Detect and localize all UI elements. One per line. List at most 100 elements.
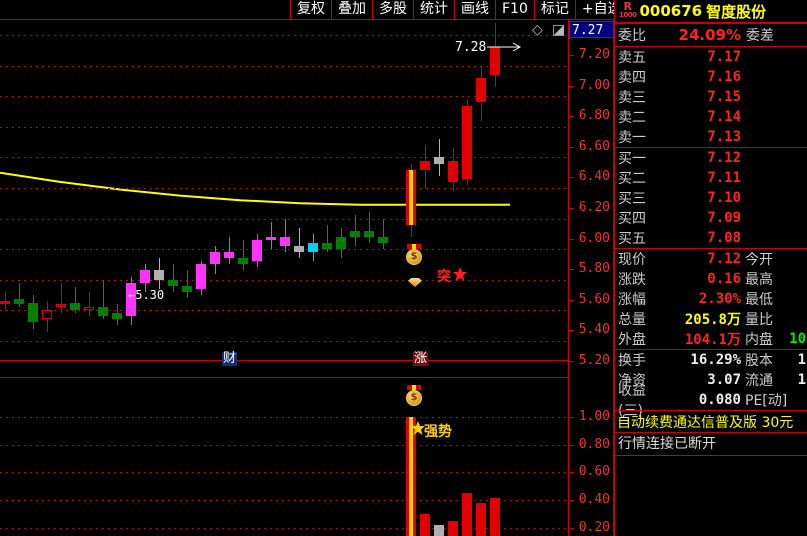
kline-chart-area[interactable]: 7.28 ←5.30 $ 突财 涨 $ 强势: [0, 20, 568, 536]
volume-tick-label: 0.40: [578, 492, 610, 508]
candle-wick: [229, 236, 230, 265]
medal-icon-volume: $: [406, 390, 422, 406]
breakout-annotation: 突: [437, 269, 451, 285]
ask-row-3[interactable]: 卖二 7.14: [615, 107, 807, 127]
candle-body: [322, 242, 332, 250]
subscription-ad[interactable]: 自动续费通达信普及版 30元: [617, 414, 794, 431]
candle-body: [224, 252, 234, 259]
bid-row-2[interactable]: 买三 7.10: [615, 188, 807, 208]
candle-body: [476, 78, 486, 103]
rise-tag: 涨: [413, 351, 429, 366]
price-tick-label: 7.00: [578, 77, 610, 93]
toolbar-button-4[interactable]: 画线: [454, 0, 496, 19]
bid-row-0[interactable]: 买一 7.12: [615, 148, 807, 168]
stock-header: R 1000 000676 智度股份: [615, 0, 807, 24]
candle-wick: [243, 239, 244, 271]
price-gridline: [0, 218, 568, 220]
candle-wick: [299, 227, 300, 259]
price-gridline: [0, 126, 568, 128]
candle-body: [350, 230, 360, 237]
bid-label: 买三: [618, 191, 646, 207]
ask-row-1[interactable]: 卖四 7.16: [615, 67, 807, 87]
price-pane[interactable]: [0, 20, 568, 356]
stat-row-4: 外盘 104.1万 内盘 10: [615, 329, 807, 349]
stat-label-left: 涨跌: [618, 272, 646, 288]
toolbar-button-5[interactable]: F10: [495, 0, 535, 19]
stat-value-left: 3.07: [707, 372, 741, 388]
toolbar-button-0[interactable]: 复权: [290, 0, 332, 19]
volume-bar: [448, 521, 458, 536]
price-tick-label: 5.60: [578, 291, 610, 307]
candle-body: [420, 160, 430, 170]
order-ratio-value: 24.09%: [678, 26, 741, 44]
toolbar-button-3[interactable]: 统计: [413, 0, 455, 19]
candle-body: [70, 302, 80, 311]
volume-gridline: [0, 528, 568, 530]
price-tick: [569, 299, 574, 301]
diamond-marker-icon: [408, 278, 422, 287]
candle-body: [140, 270, 150, 283]
volume-tick-label: 0.60: [578, 464, 610, 480]
price-tick: [569, 177, 574, 179]
stat-value-left: 7.12: [707, 251, 741, 267]
price-tick: [569, 116, 574, 118]
level2-logo: R 1000: [619, 0, 637, 19]
panel-toggle-icon[interactable]: ◪: [552, 22, 566, 38]
candle-body: [28, 302, 38, 323]
ask-row-4[interactable]: 卖一 7.13: [615, 127, 807, 147]
candle-body: [308, 242, 318, 253]
medal-icon: $: [406, 249, 422, 265]
candle-body: [490, 47, 500, 75]
candle-body: [266, 236, 276, 240]
bid-row-1[interactable]: 买二 7.11: [615, 168, 807, 188]
stat-row-3: 总量 205.8万 量比: [615, 309, 807, 329]
candle-body: [406, 169, 416, 225]
candle-body: [462, 105, 472, 179]
stat-label-left: 涨幅: [618, 292, 646, 308]
toolbar-button-6[interactable]: 标记: [533, 0, 576, 19]
bid-row-3[interactable]: 买四 7.09: [615, 208, 807, 228]
stat-value-right: 10: [789, 331, 806, 347]
bid-label: 买四: [618, 211, 646, 227]
toolbar-button-1[interactable]: 叠加: [331, 0, 373, 19]
volume-gridline: [0, 444, 568, 446]
candle-wick: [187, 270, 188, 298]
stat-value-left: 104.1万: [684, 332, 741, 348]
price-tick: [569, 330, 574, 332]
stat-label-left: 换手: [618, 353, 646, 369]
ask-row-0[interactable]: 卖五 7.17: [615, 47, 807, 67]
price-gridline: [0, 310, 568, 312]
price-tick: [569, 55, 574, 57]
volume-gridline: [0, 416, 568, 418]
candle-body: [154, 270, 164, 280]
stock-code: 000676: [639, 2, 703, 20]
price-tick-label: 6.00: [578, 230, 610, 246]
price-tick-label: 6.60: [578, 138, 610, 154]
panel-separator: [615, 147, 807, 148]
stat-value-left: 205.8万: [684, 312, 741, 328]
candle-body: [182, 285, 192, 292]
candle-wick: [173, 264, 174, 292]
volume-gridline: [0, 500, 568, 502]
volume-bar: [476, 503, 486, 536]
diamond-icon[interactable]: ◇: [532, 22, 543, 38]
toolbar-button-2[interactable]: 多股: [372, 0, 414, 19]
volume-pane[interactable]: [0, 380, 568, 536]
last-price-badge[interactable]: 7.27: [569, 21, 614, 38]
volume-tick-label: 0.20: [578, 520, 610, 536]
stat-label-left: 外盘: [618, 332, 646, 348]
stat-label-right: 流通: [745, 373, 773, 389]
ribbon-icon: [407, 244, 421, 249]
stat-value-right: 1: [797, 372, 806, 388]
volume-bar: [420, 514, 430, 536]
bid-row-4[interactable]: 买五 7.08: [615, 228, 807, 248]
price-gridline: [0, 249, 568, 251]
ask-row-2[interactable]: 卖三 7.15: [615, 87, 807, 107]
stat-row-5: 换手 16.29% 股本 1: [615, 350, 807, 370]
stat-label-left: 总量: [618, 312, 646, 328]
high-price-annotation: 7.28: [455, 40, 487, 55]
stat-value-left: 2.30%: [698, 291, 741, 307]
stat-row-7: 收益(三) 0.080 PE[动]: [615, 383, 807, 419]
